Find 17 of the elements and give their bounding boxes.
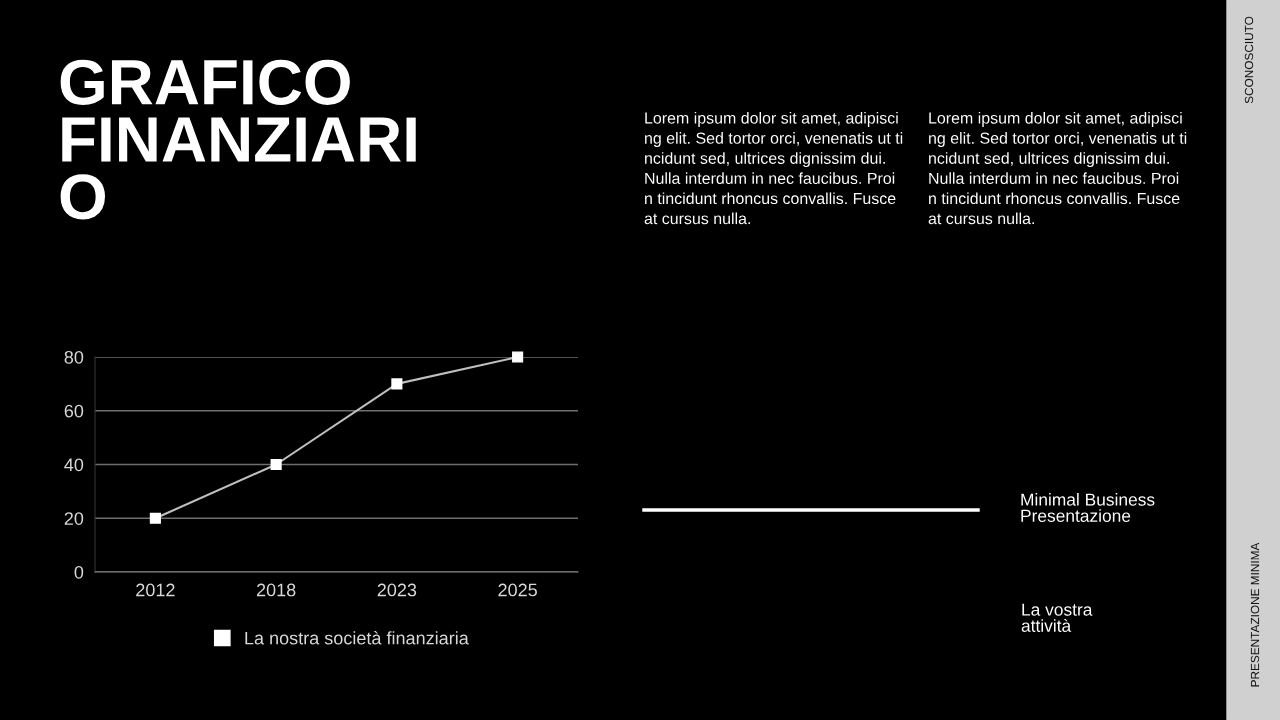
x-tick-label: 2023 — [377, 583, 417, 597]
x-tick-label: 2018 — [256, 583, 296, 597]
x-tick-label: 2012 — [136, 583, 175, 597]
chart-title: GRAFICO FINANZIARI O — [60, 59, 416, 220]
x-tick-label: 2025 — [498, 583, 537, 597]
y-tick-label: 0 — [74, 565, 84, 579]
text: PRESENTAZIONE MINIMA — [1250, 542, 1260, 687]
text: La vostra attività — [1021, 603, 1093, 632]
y-tick-label: 40 — [64, 458, 84, 472]
y-tick-label: 80 — [64, 350, 84, 364]
text: Lorem ipsum dolor sit amet, adipisci ng elit. Sed tortor orci, venenatis ut ti ncidunt sed, ultrices dignissim dui. Nulla interdum in nec faucibus. Proi n tincidunt rhoncus convallis. Fusce at cursus nulla. — [644, 112, 903, 225]
legend-label: La nostra società finanziaria — [245, 631, 469, 645]
text: SCONOSCIUTO — [1244, 16, 1254, 104]
y-tick-label: 60 — [64, 404, 84, 418]
y-tick-label: 20 — [64, 512, 84, 525]
text: Minimal Business Presentazione — [1021, 493, 1155, 522]
text: Lorem ipsum dolor sit amet, adipisci ng elit. Sed tortor orci, venenatis ut ti ncidunt sed, ultrices dignissim dui. Nulla interdum in nec faucibus. Proi n tincidunt rhoncus convallis. Fusce at cursus nulla. — [928, 112, 1187, 225]
